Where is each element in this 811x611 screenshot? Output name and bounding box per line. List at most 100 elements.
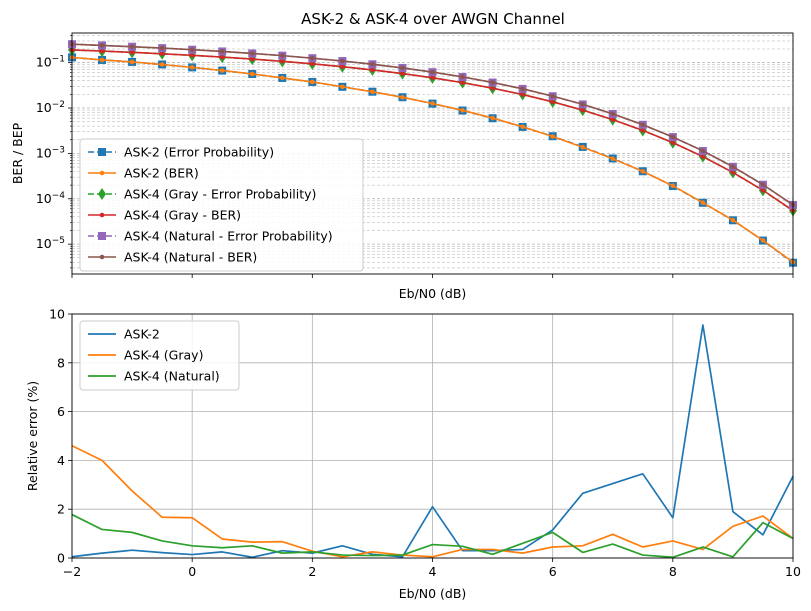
top-series-marker [159,51,165,57]
top-series-marker [400,65,405,71]
top-series-marker [99,43,105,48]
top-series-marker [99,48,105,54]
top-series-marker [520,86,525,92]
top-series-marker [249,51,255,56]
top-legend-marker [98,188,106,200]
bottom-legend-label: ASK-4 (Natural) [124,369,220,384]
top-legend-label: ASK-2 (Error Probability) [124,145,274,160]
top-series-marker [490,80,495,85]
top-series-marker [730,217,736,223]
bottom-x-tick-label: 6 [549,564,557,579]
top-series-marker [430,75,435,81]
top-series-marker [310,79,315,85]
top-legend-marker [98,232,106,240]
bottom-y-tick-label: 0 [57,551,65,566]
top-plot: 10−510−410−310−210−1 Eb/N0 (dB) BER / BE… [10,32,797,301]
top-series-marker [730,164,736,170]
top-series-marker [640,169,646,174]
top-legend-label: ASK-2 (BER) [124,166,199,181]
top-legend: ASK-2 (Error Probability) ASK-2 (BER) ASK-… [79,138,364,272]
top-series-marker [610,111,616,117]
top-series-marker [249,56,255,62]
top-legend-label: ASK-4 (Gray - Error Probability) [124,187,316,202]
top-legend-label: ASK-4 (Gray - BER) [124,208,241,223]
top-series-marker [760,182,766,187]
top-series-marker [580,144,586,150]
bottom-legend-label: ASK-4 (Gray) [124,348,203,363]
top-series-marker [159,62,165,67]
top-series-marker [129,44,135,49]
top-legend-marker [99,170,105,176]
top-series-marker [219,54,225,60]
bottom-plot-frame [71,313,794,559]
bottom-x-tick-label: 10 [785,564,801,579]
top-series-marker [670,183,676,189]
top-series-marker [730,170,736,175]
bottom-y-tick-label: 4 [57,453,65,468]
bottom-y-tick-label: 10 [49,307,65,322]
top-legend-label: ASK-4 (Natural - BER) [124,250,257,265]
top-legend-label: ASK-4 (Natural - Error Probability) [124,229,333,244]
top-series-marker [340,84,345,90]
top-series-marker [370,89,375,95]
top-series-marker [670,140,676,145]
bottom-series-line-2 [71,513,794,559]
figure-title: ASK-2 & ASK-4 over AWGN Channel [301,10,565,28]
top-series-marker [550,93,555,99]
bottom-x-tick-label: 8 [669,564,677,579]
top-series-marker [129,59,135,65]
top-series-marker [340,58,345,64]
top-series-marker [310,61,315,67]
bottom-series-line-0 [71,324,794,559]
top-series-marker [760,187,766,193]
top-series-marker [430,101,435,106]
bottom-y-tick-label: 6 [57,404,65,419]
bottom-y-tick-label: 8 [57,355,65,370]
top-series-marker [340,64,345,69]
bottom-series-line-1 [71,444,794,558]
top-series-marker [460,108,465,113]
top-series-marker [129,50,135,55]
top-series-marker [520,124,525,130]
top-legend-marker [98,148,106,156]
top-series-marker [99,57,105,63]
top-series-5 [69,41,796,208]
top-series-marker [700,154,706,159]
top-series-marker [400,71,405,76]
top-series-marker [189,47,195,52]
bottom-legend: ASK-2 ASK-4 (Gray) ASK-4 (Natural) [79,320,240,391]
top-series-marker [640,122,646,128]
top-series-marker [490,115,495,121]
top-series-marker [490,85,495,91]
top-series-marker [550,99,555,105]
bottom-plot-series [71,324,794,559]
bottom-x-tick-label: 4 [429,564,437,579]
top-plot-frame [71,32,794,275]
top-series-marker [219,68,225,73]
top-series-marker [760,238,766,243]
top-plot-series [68,40,797,267]
top-series-marker [700,148,706,154]
bottom-legend-box [79,320,240,391]
top-series-marker [279,53,285,58]
bottom-x-tick-label: 0 [188,564,196,579]
top-legend-box [79,138,364,272]
top-series-marker [159,45,165,51]
bottom-y-tick-label: 2 [57,502,65,517]
top-series-marker [640,128,646,133]
bottom-x-tick-label: 2 [308,564,316,579]
top-series-marker [460,74,465,80]
top-series-marker [189,65,195,70]
top-legend-marker [99,212,105,218]
top-series-marker [400,95,405,100]
top-series-marker [580,101,586,107]
top-series-marker [279,59,285,64]
top-series-marker [610,117,616,122]
top-x-axis-label: Eb/N0 (dB) [399,286,467,301]
top-series-marker [580,107,586,113]
top-series-marker [310,55,315,61]
top-series-marker [219,49,225,54]
